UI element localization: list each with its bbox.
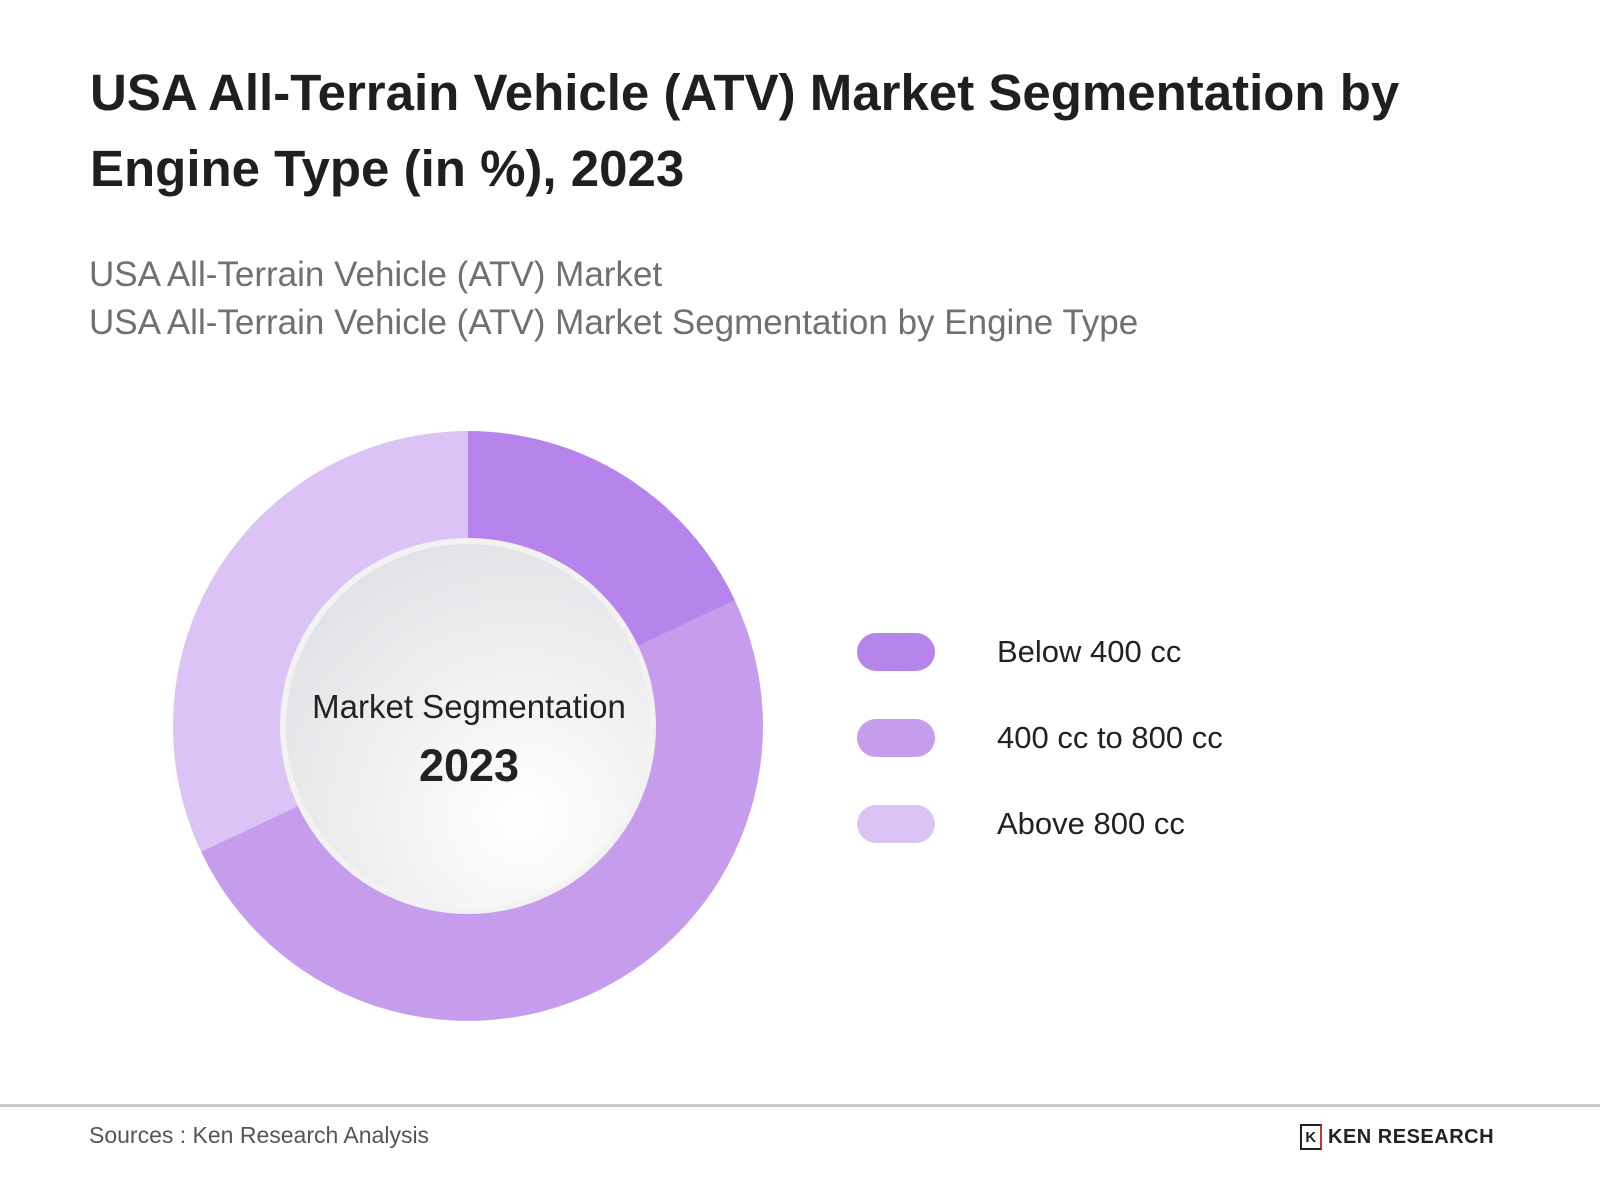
subtitle-1: USA All-Terrain Vehicle (ATV) Market bbox=[89, 255, 663, 294]
center-label: Market Segmentation bbox=[312, 688, 626, 725]
legend-swatch bbox=[857, 633, 935, 671]
donut-hole bbox=[286, 544, 650, 908]
source-note: Sources : Ken Research Analysis bbox=[89, 1122, 430, 1148]
legend-swatch bbox=[857, 719, 935, 757]
ken-research-logo: K KEN RESEARCH bbox=[1300, 1124, 1494, 1150]
legend-label: Above 800 cc bbox=[997, 806, 1185, 841]
legend-item: Below 400 cc bbox=[857, 632, 1181, 672]
legend-item: Above 800 cc bbox=[857, 804, 1185, 844]
logo-text: KEN RESEARCH bbox=[1328, 1125, 1495, 1148]
footer-divider bbox=[0, 1104, 1600, 1107]
legend-item: 400 cc to 800 cc bbox=[857, 718, 1223, 758]
subtitle-2: USA All-Terrain Vehicle (ATV) Market Seg… bbox=[89, 303, 1139, 342]
center-year: 2023 bbox=[418, 740, 520, 791]
legend-swatch bbox=[857, 805, 935, 843]
legend-label: Below 400 cc bbox=[997, 634, 1182, 669]
legend-label: 400 cc to 800 cc bbox=[997, 720, 1223, 755]
ken-logo-icon: K bbox=[1300, 1124, 1322, 1150]
chart-title: USA All-Terrain Vehicle (ATV) Market Seg… bbox=[90, 64, 1400, 197]
